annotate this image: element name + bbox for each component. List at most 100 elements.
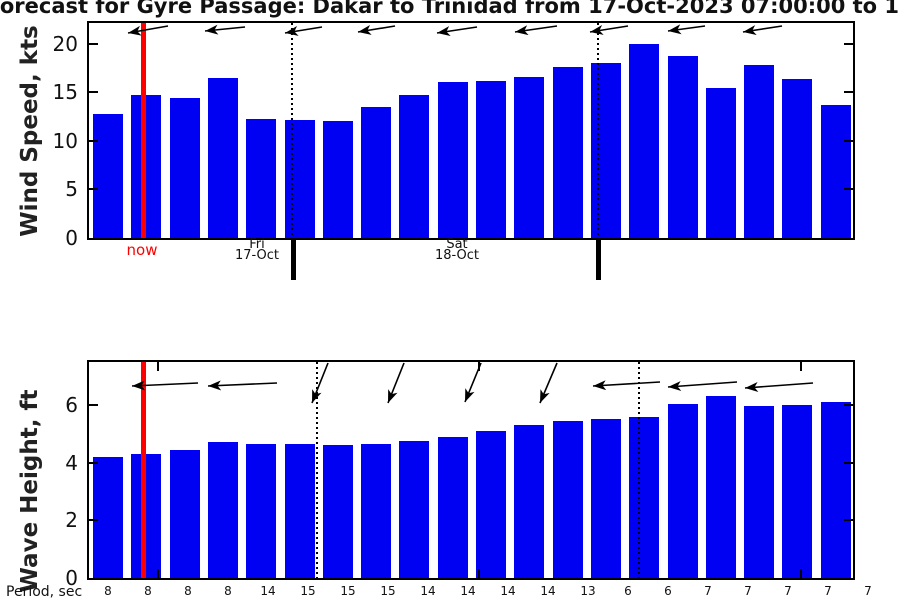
wave-bar [131,454,162,578]
wind-bar [782,78,813,238]
period-value: 14 [420,584,436,598]
wave-bar [476,430,506,578]
wave-x-tick [800,362,802,371]
day-label-weekday: Fri [249,237,265,252]
wave-bar [246,443,277,578]
wave-y-tick-label: 4 [65,450,78,475]
wave-y-tick [844,404,853,407]
day-label-date: 18-Oct [434,248,480,263]
wind-y-tick-label: 20 [52,31,78,56]
wave-bar [399,441,430,578]
wave-y-tick [844,519,853,522]
period-value: 14 [540,584,556,598]
wave-y-tick-label: 2 [65,508,78,533]
period-value: 8 [144,584,152,598]
wind-bar [820,104,851,238]
wind-y-tick [844,139,853,142]
wind-bar [552,66,583,238]
wind-y-tick [89,139,98,142]
wave-bar [169,449,200,578]
wind-bar [744,64,775,238]
wave-bar [361,443,392,578]
wave-bar [93,456,123,578]
period-value: 7 [704,584,712,598]
period-value: 15 [340,584,356,598]
wind-bar [667,56,698,238]
wave-bar [744,406,775,578]
period-value: 7 [784,584,792,598]
wave-y-tick [844,461,853,464]
wind-bar [322,121,353,238]
wind-bar [93,113,123,238]
wave-x-tick [478,569,480,578]
wave-bar [207,442,238,578]
period-value: 7 [744,584,752,598]
wind-bar [284,120,315,238]
period-value: 6 [624,584,632,598]
wave-bar [629,416,660,578]
wave-x-tick [478,362,480,371]
wind-bar [169,97,200,238]
wind-bar [131,95,162,238]
period-value: 7 [864,584,872,598]
wave-bar [552,420,583,578]
day-label-weekday: Sat [446,237,468,252]
wave-bar [705,396,736,578]
period-value: 15 [300,584,316,598]
wind-y-tick [89,91,98,94]
day-boundary-marker [290,240,296,280]
period-value: 14 [260,584,276,598]
wind-dotted-time-line [597,23,599,238]
wind-bar [590,62,621,238]
chart-title: Forecast for Gyre Passage: Dakar to Trin… [0,0,900,18]
wave-dotted-time-line [638,362,640,578]
wave-dotted-time-line [316,362,318,578]
day-boundary-marker [595,240,601,280]
period-value: 8 [104,584,112,598]
wave-bar [820,402,851,578]
wave-bar [514,425,545,578]
day-label: Sat 18-Oct [417,237,497,263]
wind-y-tick [844,42,853,45]
wave-bar [437,436,468,578]
now-label: now [126,241,158,259]
period-value: 13 [580,584,596,598]
period-axis-label: Period, sec [6,584,83,600]
wind-bar [399,95,430,238]
period-value: 7 [824,584,832,598]
day-label: Fri 17-Oct [217,237,297,263]
wave-y-tick-label: 0 [65,566,78,590]
wind-y-tick [89,42,98,45]
wind-y-tick [844,91,853,94]
wind-bar [514,76,545,238]
wave-chart-plot [87,360,855,580]
period-value: 6 [664,584,672,598]
wave-x-tick [800,569,802,578]
period-value: 8 [184,584,192,598]
wind-y-tick-label: 10 [52,128,78,153]
wind-dotted-time-line [291,23,293,238]
period-value: 15 [380,584,396,598]
wind-bar [361,106,392,238]
wind-bar [246,119,277,238]
wave-now-line [140,362,146,578]
wind-y-tick [844,188,853,191]
wind-y-tick [89,188,98,191]
wind-bar [207,77,238,238]
wave-y-tick [89,461,98,464]
wind-bar [476,81,506,238]
wind-chart-plot [87,21,855,240]
period-value: 14 [460,584,476,598]
wave-bar [590,419,621,578]
period-value: 8 [224,584,232,598]
wave-y-tick [89,404,98,407]
wind-bar [437,82,468,238]
wave-bar [782,405,813,578]
wave-bar [322,445,353,578]
wind-y-tick-label: 15 [52,80,78,105]
wind-bar [629,44,660,238]
wave-bar [667,403,698,578]
period-value: 14 [500,584,516,598]
day-label-date: 17-Oct [234,248,280,263]
